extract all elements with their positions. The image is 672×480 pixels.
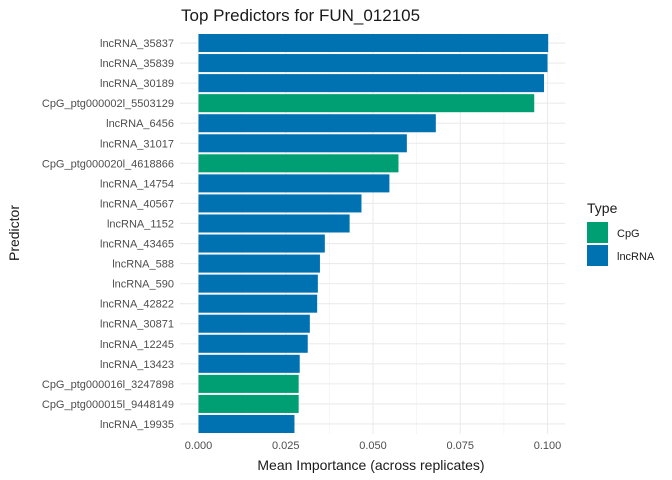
- chart-title: Top Predictors for FUN_012105: [181, 6, 420, 25]
- y-tick-label: lncRNA_30189: [100, 78, 174, 90]
- y-tick-label: lncRNA_588: [112, 259, 174, 271]
- bar: [198, 74, 545, 93]
- bar: [198, 334, 308, 353]
- y-tick-label: lncRNA_6456: [106, 118, 174, 130]
- bars: [198, 34, 549, 433]
- y-tick-label: lncRNA_31017: [100, 138, 174, 150]
- y-tick-labels: lncRNA_35837 lncRNA_35839 lncRNA_30189 CpG_…: [42, 38, 174, 431]
- y-tick-label: lncRNA_19935: [100, 419, 174, 431]
- bar: [198, 374, 299, 393]
- y-tick-label: CpG_ptg000020l_4618866: [42, 158, 174, 170]
- bar: [198, 114, 436, 133]
- y-tick-label: lncRNA_35837: [100, 38, 174, 50]
- bar: [198, 134, 407, 153]
- bar: [198, 94, 535, 113]
- x-tick-labels: 0.000 0.025 0.050 0.075 0.100: [185, 440, 562, 452]
- y-tick-label: lncRNA_1152: [107, 218, 174, 230]
- x-axis-title: Mean Importance (across replicates): [257, 457, 484, 473]
- bar: [198, 214, 350, 233]
- bar: [198, 414, 295, 433]
- y-tick-label: lncRNA_13423: [100, 359, 174, 371]
- bar: [198, 254, 320, 273]
- y-axis-title: Predictor: [6, 205, 22, 261]
- bar: [198, 34, 549, 53]
- bar: [198, 394, 299, 413]
- x-tick-label: 0.025: [272, 440, 300, 452]
- legend-label: CpG: [617, 228, 640, 240]
- y-tick-label: CpG_ptg000016l_3247898: [42, 379, 174, 391]
- bar: [198, 354, 300, 373]
- y-tick-label: lncRNA_12245: [100, 339, 174, 351]
- y-tick-label: CpG_ptg000002l_5503129: [42, 98, 174, 110]
- x-tick-label: 0.000: [185, 440, 213, 452]
- y-tick-label: CpG_ptg000015l_9448149: [42, 399, 174, 411]
- y-tick-label: lncRNA_30871: [100, 319, 174, 331]
- grid: [180, 33, 565, 434]
- y-tick-label: lncRNA_40567: [100, 198, 174, 210]
- y-tick-label: lncRNA_590: [112, 279, 174, 291]
- bar: [198, 194, 362, 213]
- legend-title: Type: [587, 200, 618, 216]
- legend-key: [587, 222, 608, 243]
- bar: [198, 154, 399, 173]
- bar: [198, 314, 310, 333]
- x-tick-label: 0.100: [534, 440, 562, 452]
- bar: [198, 234, 325, 253]
- y-tick-label: lncRNA_43465: [100, 239, 174, 251]
- y-tick-label: lncRNA_35839: [100, 58, 174, 70]
- x-tick-label: 0.075: [446, 440, 474, 452]
- legend-label: lncRNA: [617, 251, 655, 263]
- y-tick-label: lncRNA_42822: [100, 299, 174, 311]
- bar: [198, 54, 548, 73]
- y-tick-label: lncRNA_14754: [100, 178, 174, 190]
- bar: [198, 294, 318, 313]
- bar: [198, 174, 390, 193]
- bar: [198, 274, 318, 293]
- legend-key: [587, 245, 608, 266]
- x-tick-label: 0.050: [359, 440, 387, 452]
- legend: Type CpG lncRNA: [587, 200, 655, 266]
